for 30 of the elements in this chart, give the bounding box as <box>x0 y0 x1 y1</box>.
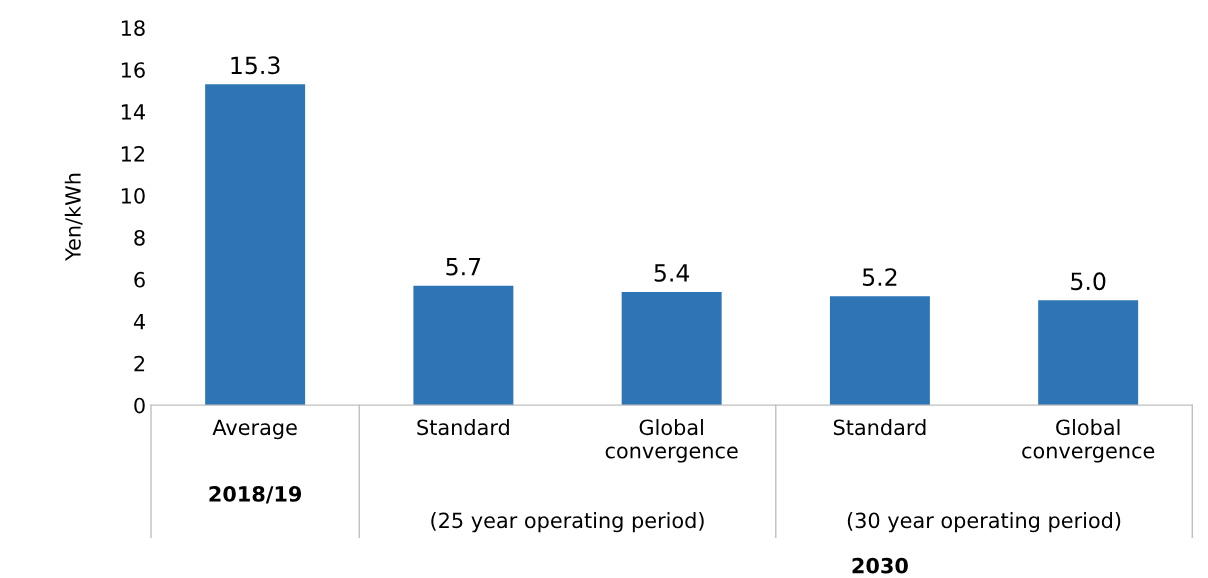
data-label: 15.3 <box>231 56 280 75</box>
bar <box>1038 300 1139 406</box>
x-tick-label: Standard <box>417 419 509 436</box>
data-label: 5.2 <box>862 268 897 287</box>
y-tick-label: 2 <box>134 355 145 372</box>
x-tick-label: Average <box>212 419 297 440</box>
text: 2018/19 <box>209 486 302 504</box>
y-tick-label: 8 <box>134 229 145 246</box>
y-tick-label: 10 <box>121 187 145 204</box>
y-tick-label: 6 <box>134 271 145 288</box>
x-tick-label: Global convergence <box>605 419 738 463</box>
data-label: 5.4 <box>654 264 690 282</box>
bar <box>205 84 306 406</box>
y-tick-label: 14 <box>121 104 145 120</box>
text: 2030 <box>852 557 908 574</box>
y-tick-label: 4 <box>133 314 145 330</box>
y-axis-title: Yen/kWh <box>64 173 83 261</box>
y-tick-label: 18 <box>121 20 145 36</box>
bar <box>829 296 930 406</box>
y-tick-label: 16 <box>121 62 145 78</box>
y-tick-label: 0 <box>134 397 145 414</box>
bar <box>621 291 722 406</box>
bar <box>413 285 514 406</box>
text: (25 year operating period) <box>431 512 704 533</box>
y-tick-label: 12 <box>121 146 145 162</box>
text: (30 year operating period) <box>847 512 1121 533</box>
x-tick-label: Global convergence <box>1022 419 1155 463</box>
data-label: 5.0 <box>1071 272 1106 291</box>
x-tick-label: Standard <box>833 419 926 436</box>
data-label: 5.7 <box>446 257 481 276</box>
